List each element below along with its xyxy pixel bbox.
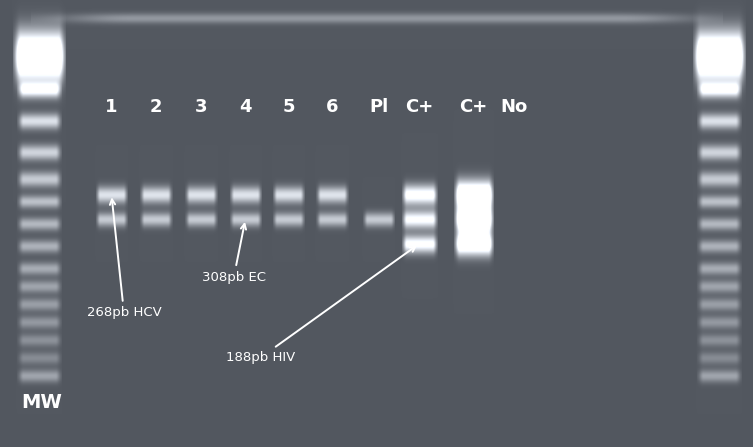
Text: 268pb HCV: 268pb HCV bbox=[87, 199, 161, 320]
Text: Pl: Pl bbox=[369, 98, 389, 116]
Text: 1: 1 bbox=[105, 98, 117, 116]
Text: 2: 2 bbox=[150, 98, 162, 116]
Text: 308pb EC: 308pb EC bbox=[202, 224, 266, 284]
Text: No: No bbox=[501, 98, 528, 116]
Text: 4: 4 bbox=[239, 98, 252, 116]
Text: 5: 5 bbox=[282, 98, 294, 116]
Text: C+: C+ bbox=[459, 98, 488, 116]
Text: MW: MW bbox=[21, 393, 62, 412]
Text: 3: 3 bbox=[195, 98, 207, 116]
Text: C+: C+ bbox=[405, 98, 434, 116]
Text: 188pb HIV: 188pb HIV bbox=[226, 246, 416, 364]
Text: 6: 6 bbox=[326, 98, 338, 116]
